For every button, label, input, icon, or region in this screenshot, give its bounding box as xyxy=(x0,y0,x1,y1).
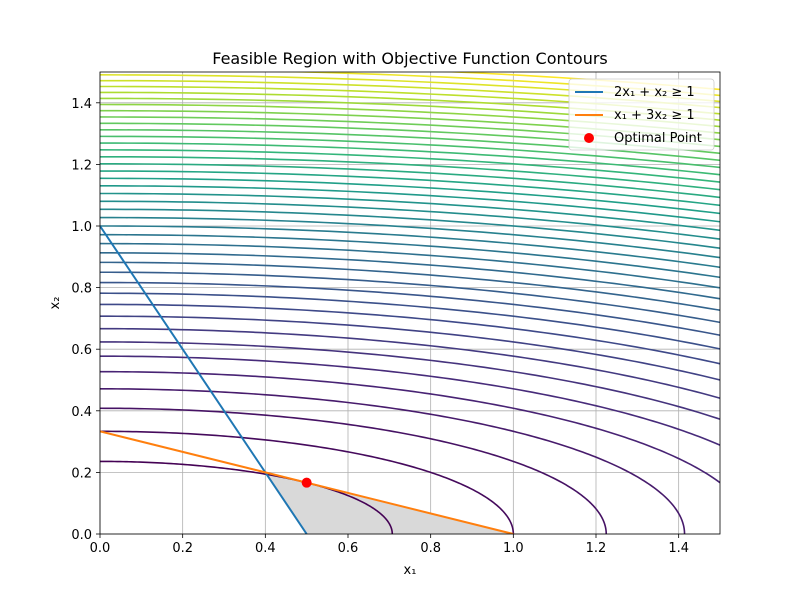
x-tick-label: 1.2 xyxy=(586,541,607,556)
contour-line xyxy=(100,327,720,400)
contour-line xyxy=(100,109,720,141)
y-axis-ticks: 0.0 0.2 0.4 0.6 0.8 1.0 1.2 1.4 xyxy=(71,97,100,543)
contour-line xyxy=(100,170,720,207)
contour-line xyxy=(100,149,720,183)
contour-line xyxy=(100,407,608,534)
x-tick-label: 1.0 xyxy=(503,541,524,556)
contour-line xyxy=(100,208,720,249)
y-tick-label: 1.4 xyxy=(71,97,92,112)
x-tick-label: 1.4 xyxy=(668,541,689,556)
contour-line xyxy=(100,225,720,269)
legend-box xyxy=(568,78,715,151)
contour-line xyxy=(100,292,720,350)
contour-line xyxy=(100,122,720,155)
optimal-point-marker xyxy=(301,477,312,488)
contour-line xyxy=(100,430,515,534)
contour-line xyxy=(100,103,720,134)
constraint-line-1 xyxy=(100,225,308,534)
y-axis-label: x₂ xyxy=(48,297,63,310)
legend-label-constraint-1: 2x₁ + x₂ ≥ 1 xyxy=(614,85,695,100)
contour-line xyxy=(100,242,720,289)
contour-line xyxy=(100,155,720,191)
x-tick-label: 0.2 xyxy=(172,541,193,556)
x-axis-ticks: 0.0 0.2 0.4 0.6 0.8 1.0 1.2 1.4 xyxy=(90,534,689,556)
contour-line xyxy=(100,116,720,148)
contour-layer xyxy=(100,72,720,534)
contour-line xyxy=(100,355,720,446)
contour-line xyxy=(100,91,720,121)
contour-line xyxy=(100,85,720,115)
plot-frame xyxy=(99,71,721,535)
contour-line xyxy=(100,341,720,421)
contour-line xyxy=(100,185,720,223)
contour-line xyxy=(100,200,720,240)
contour-line xyxy=(100,163,720,199)
y-tick-label: 0.6 xyxy=(71,343,92,358)
x-tick-label: 0.0 xyxy=(90,541,111,556)
x-tick-label: 0.4 xyxy=(255,541,276,556)
legend-label-constraint-2: x₁ + 3x₂ ≥ 1 xyxy=(614,108,695,123)
contour-line xyxy=(100,252,720,300)
contour-line xyxy=(100,216,720,259)
y-tick-label: 0.4 xyxy=(71,405,92,420)
x-tick-label: 0.8 xyxy=(420,541,441,556)
contour-line xyxy=(100,370,720,484)
contour-line xyxy=(100,315,720,381)
legend-label-optimal-point: Optimal Point xyxy=(614,131,702,146)
y-tick-label: 0.8 xyxy=(71,282,92,297)
legend-swatch-optimal-point xyxy=(584,133,594,143)
y-tick-label: 1.2 xyxy=(71,158,92,173)
x-tick-label: 0.6 xyxy=(338,541,359,556)
y-tick-label: 1.0 xyxy=(71,220,92,235)
contour-line xyxy=(100,97,720,128)
chart-title: Feasible Region with Objective Function … xyxy=(212,49,608,68)
contour-line xyxy=(100,388,686,534)
x-axis-label: x₁ xyxy=(404,563,417,578)
contour-line xyxy=(100,233,720,279)
contour-line xyxy=(100,142,720,176)
y-tick-label: 0.0 xyxy=(71,528,92,543)
y-tick-label: 0.2 xyxy=(71,466,92,481)
contour-line xyxy=(100,129,720,162)
contour-line xyxy=(100,271,720,324)
contour-line xyxy=(100,261,720,312)
contour-line xyxy=(100,135,720,169)
contour-line xyxy=(100,281,720,337)
legend: 2x₁ + x₂ ≥ 1 x₁ + 3x₂ ≥ 1 Optimal Point xyxy=(568,78,715,151)
contour-line xyxy=(100,303,720,365)
contour-line xyxy=(100,177,720,215)
point-layer xyxy=(301,477,312,488)
contour-line xyxy=(100,192,720,232)
